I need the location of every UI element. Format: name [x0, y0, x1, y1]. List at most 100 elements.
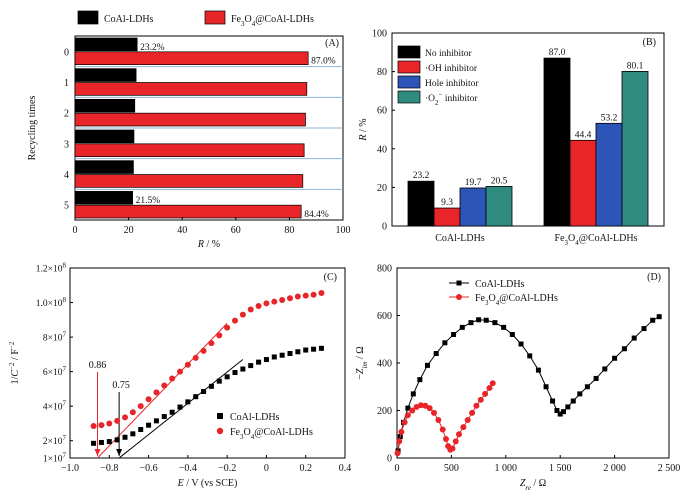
- panel-d-point: [459, 324, 465, 330]
- panel-c-ytick-label: 4×107: [43, 400, 67, 413]
- panel-a-ytick-label: 0: [64, 47, 69, 58]
- panel-d-point: [439, 426, 446, 433]
- panel-c-point: [98, 439, 104, 445]
- panel-d-point: [460, 424, 467, 431]
- panel-d-ytick-label: 800: [377, 264, 392, 275]
- panel-c-point: [114, 417, 121, 424]
- text-span: O: [245, 14, 252, 25]
- panel-c-point: [130, 431, 136, 437]
- panel-d-ylabel: −Zim / Ω: [355, 346, 369, 379]
- panel-a-xtick-label: 0: [73, 225, 78, 236]
- panel-d-point: [602, 366, 608, 372]
- panel-c-point: [216, 378, 222, 384]
- panel-c-xtick-label: −0.4: [179, 463, 197, 474]
- panel-d-point: [430, 409, 437, 416]
- panel-b-ytick-label: 20: [377, 183, 387, 194]
- panel-d-xtick-label: 500: [444, 463, 459, 474]
- text-span: E: [177, 478, 184, 489]
- panel-a-xtick-label: 80: [284, 225, 294, 236]
- panel-d-point: [550, 398, 556, 404]
- panel-c-xtick-label: −0.8: [100, 463, 118, 474]
- panel-d-point: [518, 341, 524, 347]
- text-span: Z: [520, 478, 526, 489]
- panel-a-xtick-label: 60: [231, 225, 241, 236]
- text-span: 3: [240, 433, 244, 441]
- text-span: 8×10: [43, 334, 63, 344]
- panel-c-point: [232, 370, 238, 375]
- panel-c-point: [122, 414, 128, 421]
- panel-a-data-label: 23.2%: [140, 43, 165, 53]
- panel-d-point: [621, 346, 627, 352]
- panel-c-point: [98, 422, 105, 429]
- panel-b-tag: (B): [643, 37, 656, 48]
- panel-d-legend-label: Fe3O4@CoAl-LDHs: [475, 293, 558, 307]
- text-span: ·O: [425, 94, 435, 104]
- panel-b-frame: [391, 32, 665, 227]
- text-span: 1.2×10: [36, 265, 63, 275]
- panel-c-legend-label: Fe3O4@CoAl-LDHs: [230, 427, 313, 441]
- panel-a-legend-swatch: [77, 10, 99, 25]
- panel-a-ytick-label: 4: [64, 170, 69, 181]
- panel-d-point: [451, 332, 457, 337]
- panel-c-point: [153, 389, 160, 396]
- panel-c-point: [201, 389, 207, 394]
- panel-a-ytick-label: 5: [64, 201, 69, 212]
- panel-a-bar: [74, 82, 308, 96]
- panel-a-data-label: 84.4%: [304, 210, 329, 220]
- panel-c-xtick-label: 0.2: [299, 463, 312, 474]
- text-span: 1.0×10: [36, 299, 63, 309]
- panel-d-series-line: [397, 316, 660, 451]
- panel-d-point: [464, 417, 471, 423]
- text-span: 7: [63, 434, 67, 442]
- panel-a-data-label: 21.5%: [136, 196, 161, 206]
- panel-d-point: [449, 445, 456, 452]
- panel-c-point: [310, 291, 317, 298]
- panel-c-point: [287, 295, 293, 302]
- text-span: / V (vs SCE): [184, 478, 238, 489]
- panel-d-point: [442, 436, 449, 442]
- panel-c-point: [114, 437, 120, 443]
- panel-c-point: [295, 349, 301, 355]
- panel-c-xtick-label: 0.4: [339, 463, 352, 474]
- panel-d-point: [404, 412, 411, 419]
- panel-a-bar: [74, 174, 304, 188]
- panel-d-point: [433, 351, 439, 356]
- text-span: @CoAl-LDHs: [255, 14, 314, 25]
- panel-c-tag: (C): [324, 272, 337, 283]
- text-span: 6×10: [43, 368, 63, 378]
- panel-c-point: [271, 298, 278, 305]
- panel-d-point: [442, 340, 448, 346]
- text-span: −2: [8, 341, 16, 349]
- panel-d-point: [394, 450, 401, 457]
- panel-b-legend-swatch: [397, 90, 421, 104]
- text-span: 4: [251, 433, 255, 441]
- panel-d-ytick-label: 0: [387, 454, 392, 465]
- text-span: 7: [63, 452, 67, 460]
- panel-d-point: [554, 408, 560, 413]
- panel-d-point: [486, 384, 493, 391]
- panel-c-point: [208, 340, 215, 347]
- panel-a-legend-label: Fe3O4@CoAl-LDHs: [231, 14, 314, 28]
- panel-b-category-label: Fe3O4@CoAl-LDHs: [555, 233, 638, 247]
- text-span: @CoAl-LDHs: [579, 233, 638, 244]
- panel-d-point: [417, 377, 423, 383]
- panel-a-bar: [74, 112, 306, 127]
- panel-c-annotation-arrowhead: [94, 449, 101, 456]
- panel-c-ytick-label: 1.0×108: [36, 296, 67, 309]
- text-span: 3: [241, 20, 245, 28]
- panel-d-point: [565, 404, 571, 410]
- panel-c-point: [271, 354, 277, 360]
- panel-d-point: [560, 409, 566, 415]
- panel-c-point: [137, 403, 144, 410]
- panel-d-point: [409, 407, 416, 414]
- text-span: O: [244, 427, 251, 438]
- panel-d-point: [570, 398, 576, 404]
- text-span: / %: [358, 118, 369, 134]
- panel-d-point: [469, 409, 476, 416]
- panel-a-legend-swatch: [204, 10, 226, 25]
- panel-c-annotation: 0.86: [89, 360, 107, 371]
- panel-c-frame: [69, 267, 346, 459]
- panel-a-xtick-label: 40: [177, 225, 187, 236]
- panel-b-bar: [433, 207, 461, 227]
